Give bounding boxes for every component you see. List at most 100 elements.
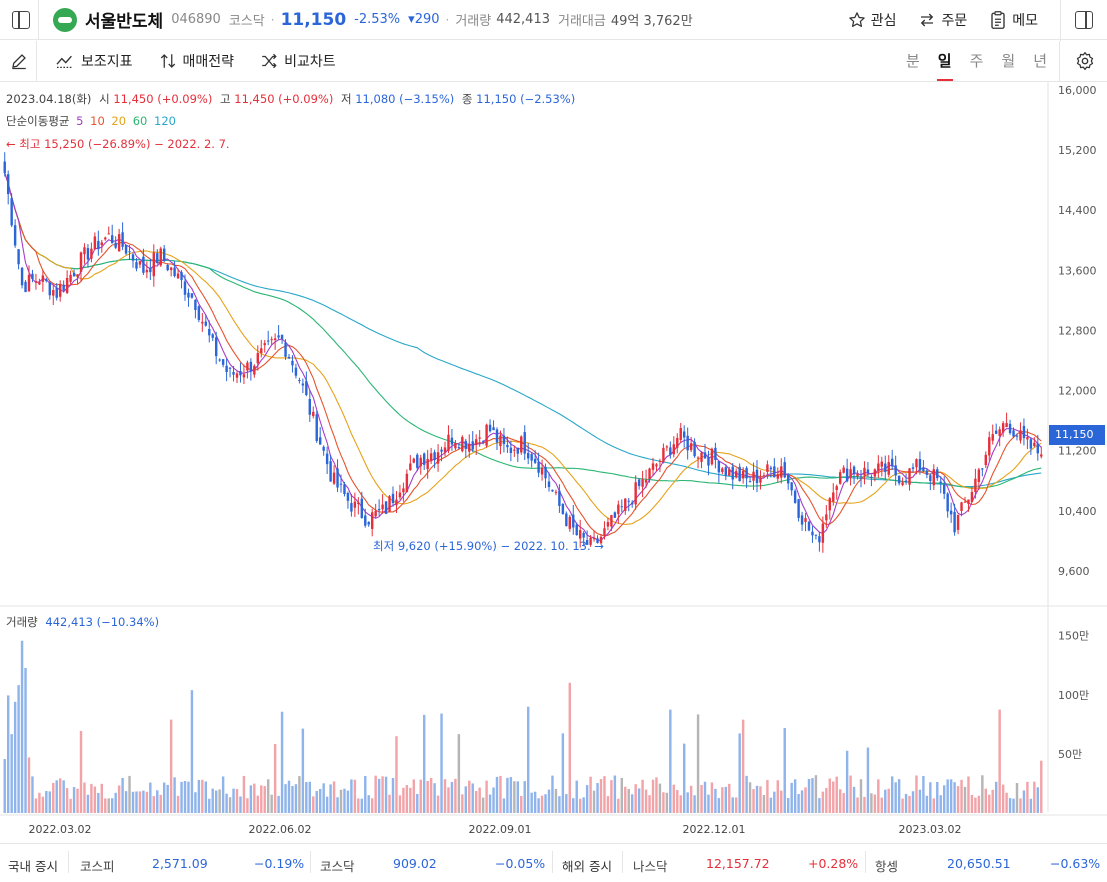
candle xyxy=(963,501,967,503)
candle xyxy=(606,522,610,527)
candle xyxy=(804,518,807,522)
volume-bar xyxy=(582,797,585,813)
candle xyxy=(180,272,183,281)
volume-bar xyxy=(1033,781,1036,813)
volume-bar xyxy=(291,785,294,813)
panel-toggle-button[interactable] xyxy=(1061,11,1107,29)
kospi-label[interactable]: 코스피 xyxy=(80,859,115,874)
sidebar-toggle-button[interactable] xyxy=(4,10,38,29)
candle xyxy=(700,452,703,462)
candle xyxy=(703,452,707,459)
candle xyxy=(100,242,104,246)
compare-button[interactable]: 비교차트 xyxy=(260,51,336,71)
volume-bar xyxy=(904,793,908,813)
volume-bar xyxy=(970,794,974,813)
candle xyxy=(69,274,72,282)
stock-name[interactable]: 서울반도체 xyxy=(85,12,164,32)
candle xyxy=(949,510,953,515)
separator-dot: · xyxy=(445,12,450,27)
volume-bar xyxy=(76,788,79,813)
volume-bar xyxy=(294,784,298,813)
volume-bar xyxy=(651,779,655,813)
volume-bar xyxy=(31,776,34,813)
candle xyxy=(253,365,256,375)
volume-bar xyxy=(627,788,630,813)
volume-bar xyxy=(235,789,239,813)
settings-button[interactable] xyxy=(1075,51,1095,75)
candle xyxy=(270,339,273,341)
hangseng-value: 20,650.51 xyxy=(947,856,1011,871)
volume-bar xyxy=(332,781,336,813)
top-bar: 서울반도체 046890 코스닥 · 11,150 -2.53% ▾290 · … xyxy=(0,0,1107,41)
candle xyxy=(918,459,922,471)
y-tick-label: 16,000 xyxy=(1058,84,1097,97)
volume-bar xyxy=(277,795,280,813)
candle xyxy=(828,498,832,511)
candle xyxy=(863,467,866,476)
nasdaq-label[interactable]: 나스닥 xyxy=(633,859,668,874)
volume-bar xyxy=(929,782,932,813)
volume-bar xyxy=(776,780,780,813)
candle xyxy=(488,424,492,432)
order-button[interactable]: 주문 xyxy=(918,10,967,30)
volume-bar xyxy=(845,750,849,813)
volume-bar xyxy=(468,780,471,813)
volume-bar xyxy=(131,791,135,813)
volume-bar xyxy=(499,775,502,813)
volume-bar xyxy=(325,796,329,813)
candle xyxy=(402,488,405,493)
low-value: 11,080 (−3.15%) xyxy=(355,92,455,106)
volume-bar xyxy=(492,787,495,813)
candle xyxy=(710,448,714,465)
volume-bar xyxy=(589,776,592,813)
tab-year[interactable]: 년 xyxy=(1033,52,1047,70)
candle xyxy=(884,463,887,472)
volume-bar xyxy=(967,776,970,813)
candle xyxy=(520,436,523,453)
hangseng-label[interactable]: 항셍 xyxy=(875,859,899,874)
tab-minute[interactable]: 분 xyxy=(905,52,920,70)
ma-legend[interactable]: 단순이동평균 5 10 20 60 120 xyxy=(6,113,176,129)
candle xyxy=(856,473,859,477)
candle xyxy=(769,467,773,470)
candle xyxy=(689,443,693,451)
volume-bar xyxy=(481,797,485,813)
watch-button[interactable]: 관심 xyxy=(848,10,896,30)
memo-button[interactable]: 메모 xyxy=(989,10,1038,30)
x-tick-label: 2023.03.02 xyxy=(899,823,962,836)
y-tick-label: 10,400 xyxy=(1058,505,1097,518)
volume-bar xyxy=(1029,798,1033,813)
tab-month[interactable]: 월 xyxy=(1001,52,1016,70)
candle xyxy=(322,446,325,451)
volume-bar xyxy=(350,779,353,813)
indicators-button[interactable]: 보조지표 xyxy=(55,51,133,71)
strategy-button[interactable]: 매매전략 xyxy=(159,51,234,71)
compare-label: 비교차트 xyxy=(284,54,336,70)
tab-week[interactable]: 주 xyxy=(969,52,984,70)
volume-bar xyxy=(443,779,447,813)
draw-button[interactable] xyxy=(2,52,36,70)
volume-bar xyxy=(402,787,405,813)
kosdaq-label[interactable]: 코스닥 xyxy=(320,859,355,874)
candle xyxy=(97,240,100,250)
volume-bar xyxy=(880,797,884,813)
candle xyxy=(734,471,738,478)
volume-bar xyxy=(457,734,461,813)
candle xyxy=(395,499,398,506)
volume-bar xyxy=(852,786,856,813)
volume-bar xyxy=(696,714,700,813)
candle xyxy=(464,440,468,449)
volume-value: 442,413 xyxy=(496,12,550,27)
price-chart[interactable]: 16,000 15,200 14,400 13,600 12,800 12,000 11,2… xyxy=(0,82,1107,843)
candle xyxy=(755,469,759,483)
candle xyxy=(818,536,821,543)
volume-bar xyxy=(301,728,305,813)
volume-bar xyxy=(312,796,315,813)
candle xyxy=(471,441,474,450)
candle xyxy=(232,372,235,375)
candle xyxy=(468,444,471,452)
volume-bar xyxy=(110,798,114,813)
volume-bar xyxy=(734,797,738,813)
volume-bar xyxy=(48,791,52,813)
tab-day[interactable]: 일 xyxy=(936,41,953,81)
